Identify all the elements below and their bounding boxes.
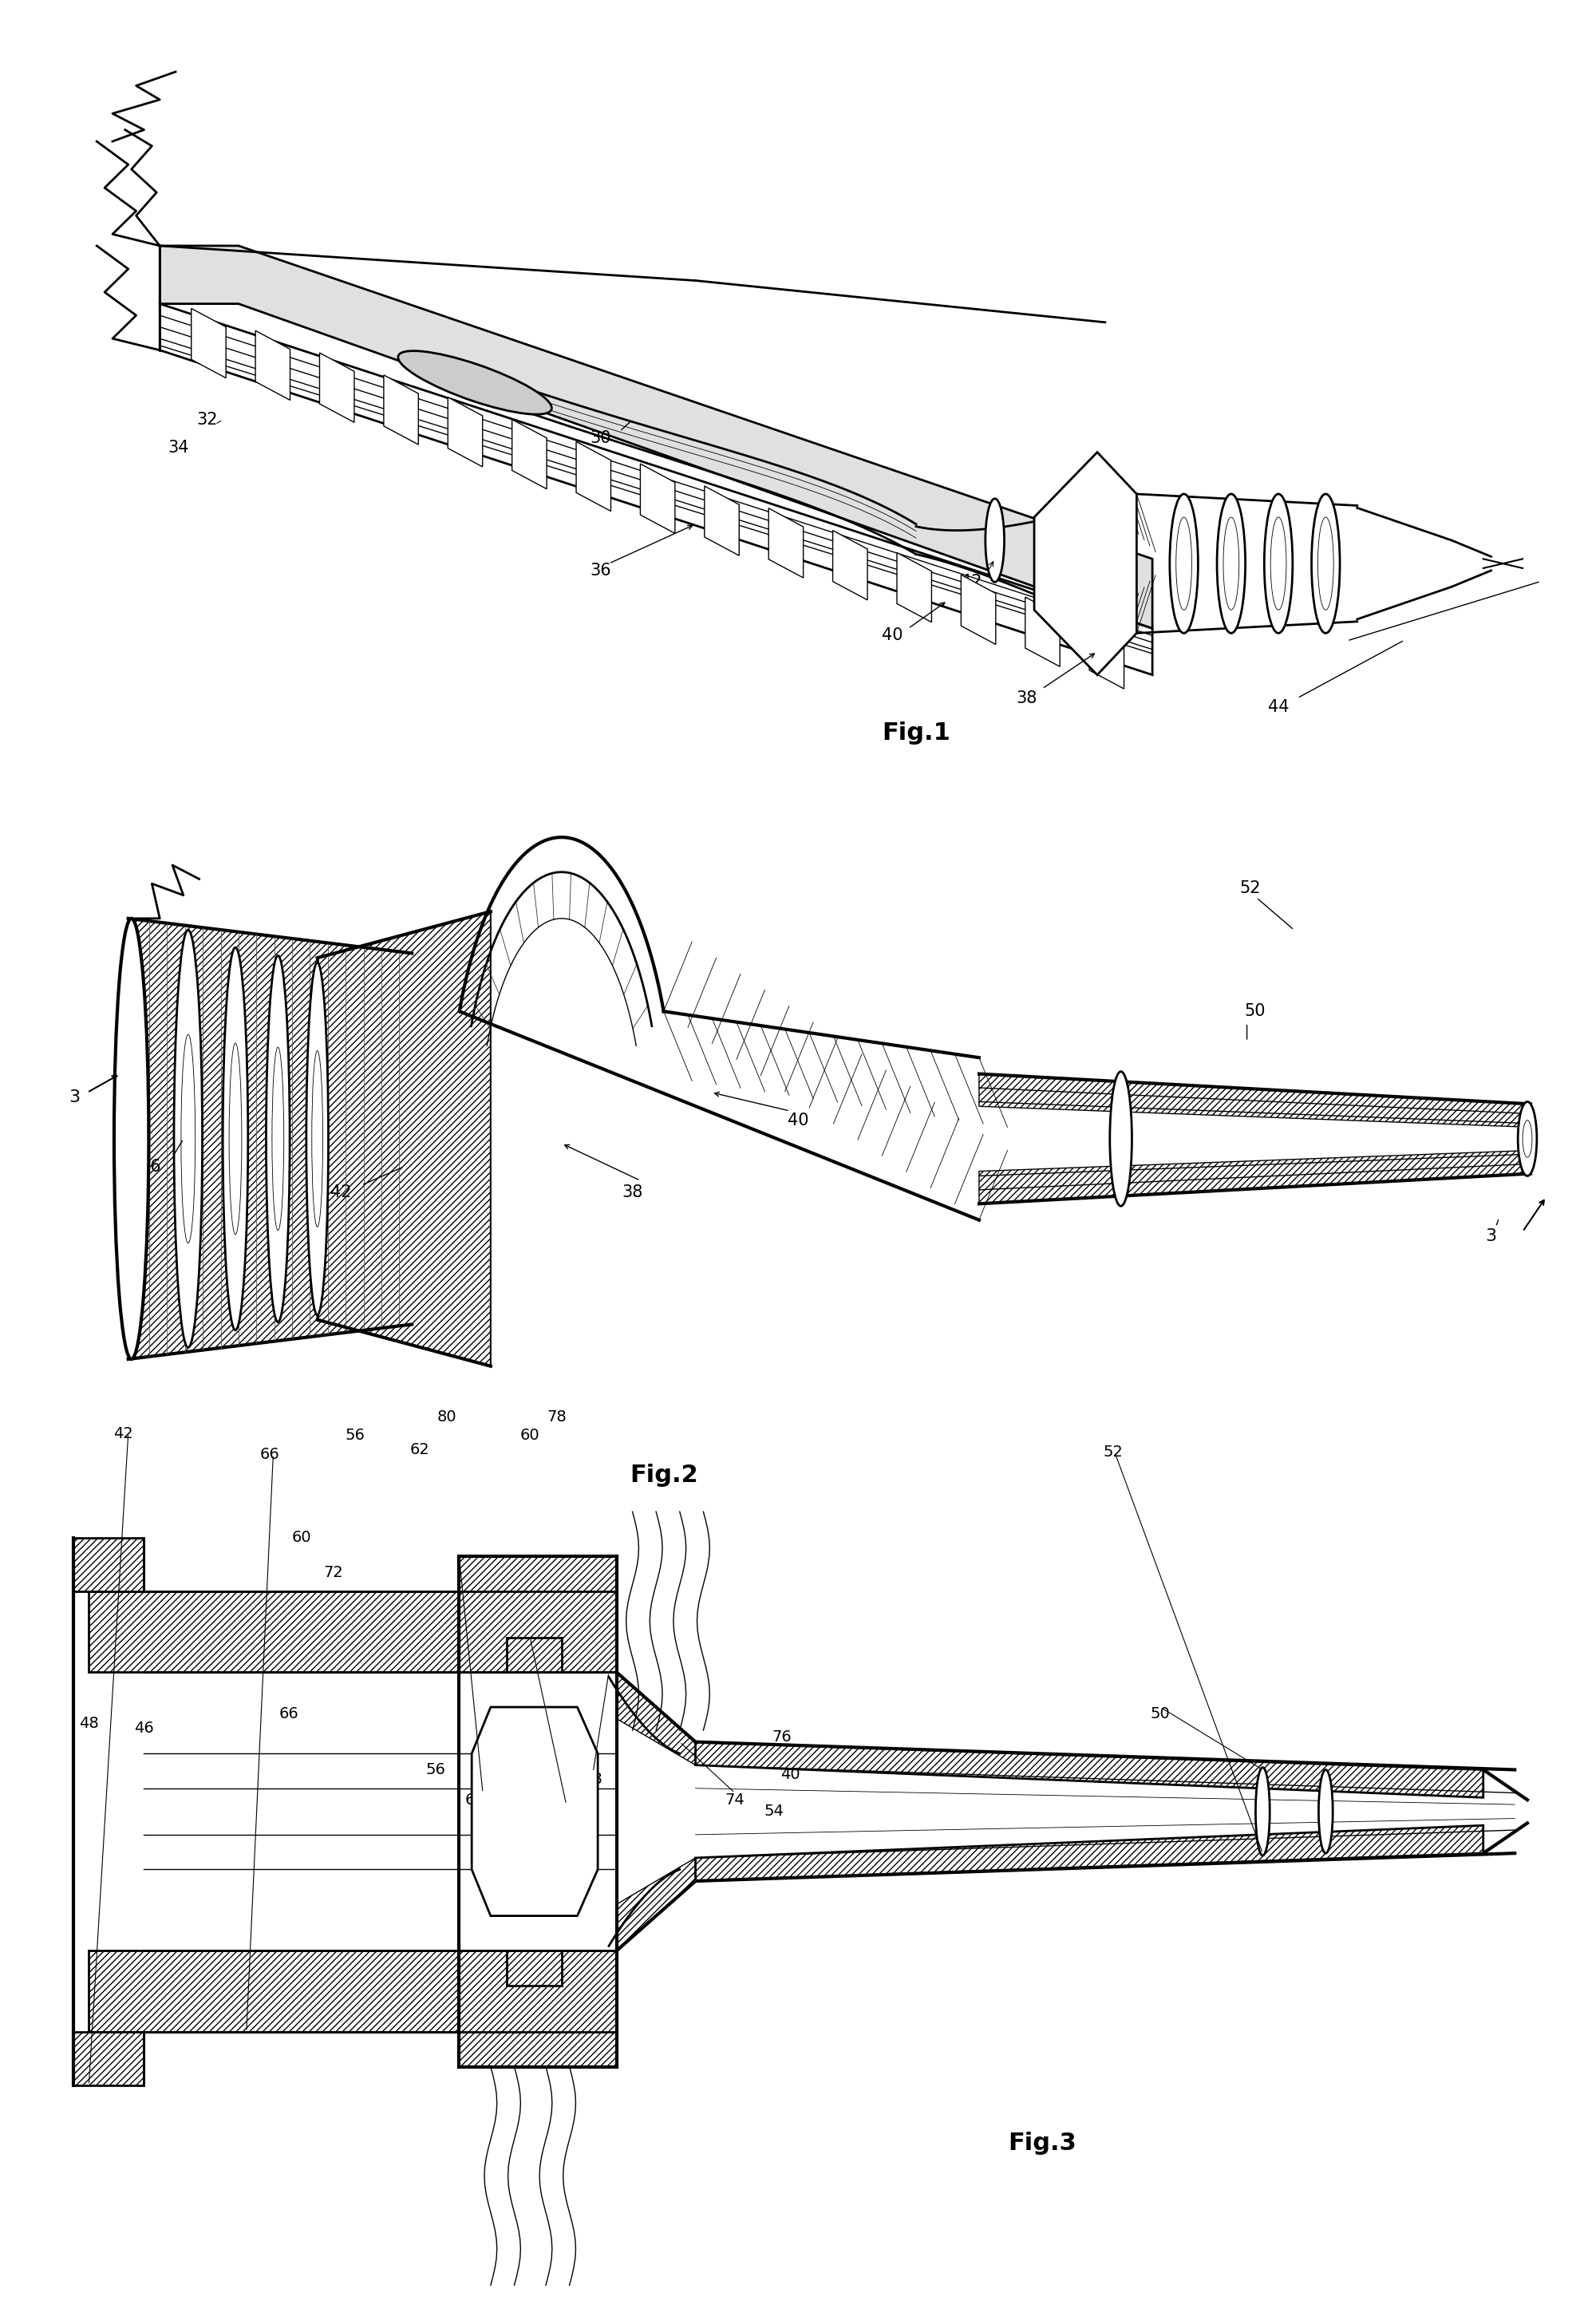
Text: 34: 34 [167,439,190,456]
Text: 38: 38 [623,1185,643,1199]
Polygon shape [695,1743,1484,1796]
Text: Fig.1: Fig.1 [882,720,950,744]
Polygon shape [577,442,611,511]
Polygon shape [961,574,995,644]
Polygon shape [460,1950,616,2066]
Polygon shape [768,509,803,579]
Text: 40: 40 [882,627,904,644]
Text: 66: 66 [261,1446,280,1462]
Polygon shape [640,465,675,535]
Ellipse shape [1109,1071,1131,1206]
Text: 78: 78 [547,1411,567,1425]
Text: 56: 56 [425,1762,446,1778]
Text: 52: 52 [1239,881,1261,897]
Ellipse shape [1223,518,1239,609]
Polygon shape [160,246,1152,627]
Polygon shape [73,2031,144,2085]
Polygon shape [128,918,412,1360]
Ellipse shape [1518,1102,1537,1176]
Ellipse shape [1256,1769,1270,1855]
Polygon shape [472,1708,597,1915]
Polygon shape [897,553,932,623]
Ellipse shape [1169,495,1198,632]
Polygon shape [447,397,482,467]
Polygon shape [1025,597,1060,667]
Polygon shape [88,1592,616,1673]
Text: 60: 60 [292,1529,311,1545]
Polygon shape [191,309,226,379]
Polygon shape [616,1857,695,1950]
Text: 50: 50 [1243,1004,1266,1020]
Text: 62: 62 [465,1792,485,1808]
Polygon shape [160,304,1152,674]
Polygon shape [1035,453,1136,674]
Text: 38: 38 [1016,690,1036,706]
Text: 72: 72 [324,1564,343,1580]
Polygon shape [460,1557,616,1673]
Text: 30: 30 [591,430,611,446]
Polygon shape [705,486,739,555]
Text: 40: 40 [781,1766,799,1783]
Ellipse shape [114,918,149,1360]
Ellipse shape [1523,1120,1533,1157]
Polygon shape [980,1150,1531,1204]
Ellipse shape [1217,495,1245,632]
Text: 40: 40 [787,1113,809,1127]
Text: 62: 62 [409,1443,430,1457]
Ellipse shape [265,955,289,1322]
Ellipse shape [1176,518,1191,609]
Ellipse shape [307,962,329,1315]
Text: 48: 48 [79,1715,98,1731]
Ellipse shape [1318,518,1334,609]
Ellipse shape [272,1048,284,1229]
Polygon shape [73,1538,144,1592]
Ellipse shape [1264,495,1292,632]
Text: Fig.2: Fig.2 [630,1464,698,1487]
Ellipse shape [1311,495,1340,632]
Text: 66: 66 [280,1706,299,1722]
Ellipse shape [1270,518,1286,609]
Text: 76: 76 [773,1729,792,1745]
Ellipse shape [229,1043,242,1234]
Text: 74: 74 [725,1792,744,1808]
Text: 42: 42 [961,574,981,590]
Ellipse shape [398,351,551,414]
Text: 50: 50 [1150,1706,1171,1722]
Text: 42: 42 [330,1185,351,1199]
Text: 46: 46 [139,1160,161,1174]
Text: 64: 64 [551,1803,572,1820]
Polygon shape [88,1950,616,2031]
Ellipse shape [986,500,1005,581]
Text: 60: 60 [520,1429,540,1443]
Polygon shape [256,330,291,400]
Polygon shape [384,374,419,444]
Text: 54: 54 [765,1803,784,1820]
Ellipse shape [174,930,202,1348]
Text: 80: 80 [436,1411,457,1425]
Text: 52: 52 [1103,1443,1123,1459]
Polygon shape [1089,618,1123,688]
Ellipse shape [311,1050,322,1227]
Text: 32: 32 [196,411,218,428]
Text: 68: 68 [583,1771,604,1787]
Text: 42: 42 [114,1427,133,1441]
Text: 56: 56 [344,1429,365,1443]
Text: 36: 36 [591,562,611,579]
Text: 44: 44 [1267,700,1289,716]
Polygon shape [980,1074,1531,1127]
Text: 46: 46 [134,1720,153,1736]
Ellipse shape [182,1034,196,1243]
Ellipse shape [1319,1771,1334,1852]
Text: 3: 3 [70,1090,81,1104]
Ellipse shape [223,948,248,1329]
Polygon shape [695,1824,1484,1880]
Polygon shape [833,530,867,600]
Polygon shape [512,418,547,488]
Polygon shape [318,911,491,1367]
Text: Fig.3: Fig.3 [1008,2131,1076,2154]
Polygon shape [319,353,354,423]
Text: 3: 3 [1485,1229,1496,1243]
Polygon shape [616,1673,695,1766]
